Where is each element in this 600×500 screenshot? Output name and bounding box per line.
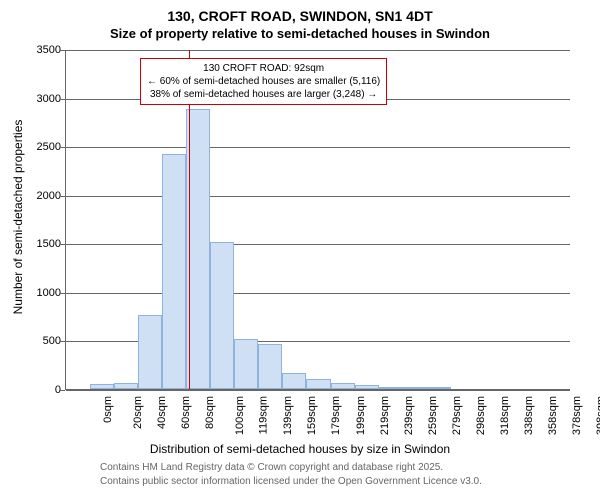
- histogram-bar: [234, 339, 258, 390]
- x-tick-label: 119sqm: [258, 396, 270, 434]
- y-tick-label: 1500: [37, 238, 61, 250]
- x-tick-label: 279sqm: [451, 396, 463, 435]
- y-tick-mark: [60, 244, 65, 245]
- y-tick-label: 2000: [37, 190, 61, 202]
- y-tick-label: 500: [43, 335, 61, 347]
- y-tick-label: 1000: [37, 287, 61, 299]
- x-tick-label: 100sqm: [234, 396, 246, 435]
- y-tick-mark: [60, 99, 65, 100]
- y-tick-label: 3000: [37, 93, 61, 105]
- y-tick-label: 3500: [37, 44, 61, 56]
- x-tick-label: 40sqm: [156, 396, 168, 429]
- histogram-bar: [210, 242, 234, 389]
- chart-title-sub: Size of property relative to semi-detach…: [0, 26, 600, 41]
- y-tick-mark: [60, 293, 65, 294]
- histogram-bar: [186, 109, 210, 389]
- footer-line-2: Contains public sector information licen…: [100, 476, 482, 487]
- x-tick-label: 60sqm: [180, 396, 192, 429]
- y-tick-mark: [60, 341, 65, 342]
- histogram-bar: [114, 383, 138, 389]
- histogram-bar: [379, 387, 403, 389]
- y-tick-label: 2500: [37, 141, 61, 153]
- annotation-box: 130 CROFT ROAD: 92sqm← 60% of semi-detac…: [140, 58, 387, 105]
- y-axis-label: Number of semi-detached properties: [11, 117, 25, 317]
- x-tick-label: 298sqm: [475, 396, 487, 435]
- x-tick-label: 179sqm: [331, 396, 343, 435]
- histogram-bar: [90, 384, 114, 389]
- x-tick-label: 239sqm: [403, 396, 415, 435]
- x-tick-label: 159sqm: [307, 396, 319, 435]
- x-tick-label: 338sqm: [523, 396, 535, 435]
- gridline: [66, 244, 570, 245]
- histogram-bar: [258, 344, 282, 389]
- x-tick-label: 20sqm: [132, 396, 144, 429]
- x-tick-label: 219sqm: [379, 396, 391, 435]
- x-tick-label: 398sqm: [595, 396, 600, 435]
- histogram-bar: [138, 315, 162, 389]
- x-tick-label: 80sqm: [204, 396, 216, 429]
- x-tick-label: 199sqm: [355, 396, 367, 435]
- gridline: [66, 196, 570, 197]
- chart-container: 130, CROFT ROAD, SWINDON, SN1 4DT Size o…: [0, 0, 600, 500]
- histogram-bar: [331, 383, 355, 389]
- histogram-bar: [403, 387, 427, 389]
- annotation-line: ← 60% of semi-detached houses are smalle…: [147, 75, 380, 88]
- x-tick-label: 0sqm: [102, 396, 114, 423]
- annotation-line: 38% of semi-detached houses are larger (…: [147, 88, 380, 101]
- annotation-line: 130 CROFT ROAD: 92sqm: [147, 62, 380, 75]
- gridline: [66, 147, 570, 148]
- y-tick-mark: [60, 147, 65, 148]
- y-tick-mark: [60, 196, 65, 197]
- x-tick-label: 358sqm: [547, 396, 559, 435]
- footer-line-1: Contains HM Land Registry data © Crown c…: [100, 462, 443, 473]
- x-tick-label: 318sqm: [499, 396, 511, 435]
- chart-title-main: 130, CROFT ROAD, SWINDON, SN1 4DT: [0, 8, 600, 24]
- gridline: [66, 293, 570, 294]
- histogram-bar: [282, 373, 306, 390]
- gridline: [66, 390, 570, 391]
- x-tick-label: 378sqm: [571, 396, 583, 435]
- x-tick-label: 259sqm: [427, 396, 439, 435]
- y-tick-mark: [60, 50, 65, 51]
- histogram-bar: [355, 385, 379, 389]
- x-tick-label: 139sqm: [282, 396, 294, 435]
- x-axis-label: Distribution of semi-detached houses by …: [0, 442, 600, 456]
- gridline: [66, 50, 570, 51]
- y-tick-mark: [60, 390, 65, 391]
- histogram-bar: [306, 379, 330, 389]
- histogram-bar: [162, 154, 186, 389]
- histogram-bar: [427, 387, 451, 389]
